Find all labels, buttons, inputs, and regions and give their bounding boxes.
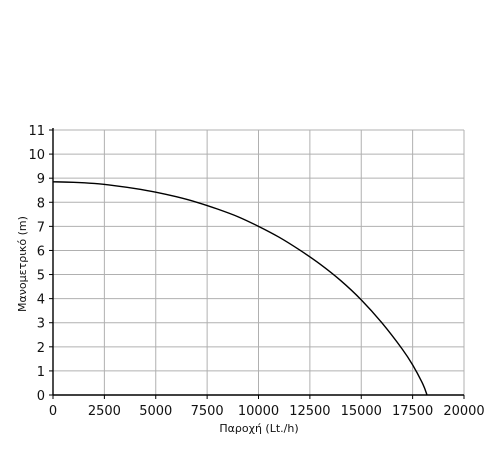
- y-tick-label: 7: [37, 220, 45, 235]
- y-tick-label: 6: [37, 244, 45, 259]
- series-group: [52, 181, 428, 396]
- series-line: [52, 181, 428, 396]
- x-tick-label: 0: [49, 404, 57, 419]
- x-tick-label: 20000: [443, 404, 484, 419]
- x-tick-label: 5000: [139, 404, 172, 419]
- y-tick-label: 11: [28, 124, 45, 139]
- y-tick-label: 0: [37, 389, 45, 404]
- x-tick-label: 17500: [392, 404, 433, 419]
- x-axis-ticks: 0 2500 5000 7500 10000 12500 15000 17500 20000: [49, 395, 485, 419]
- y-tick-label: 10: [28, 148, 45, 163]
- y-axis-ticks: 0 1 2 3 4 5 6 7 8 9 10 11: [28, 124, 53, 404]
- y-tick-label: 5: [37, 269, 45, 284]
- y-tick-label: 1: [37, 365, 45, 380]
- x-tick-label: 12500: [289, 404, 330, 419]
- x-tick-label: 2500: [88, 404, 121, 419]
- y-tick-label: 4: [37, 293, 45, 308]
- x-tick-label: 15000: [341, 404, 382, 419]
- y-axis-label: Μανομετρικό (m): [16, 216, 29, 312]
- y-tick-label: 9: [37, 172, 45, 187]
- x-tick-label: 7500: [191, 404, 224, 419]
- x-tick-label: 10000: [238, 404, 279, 419]
- x-axis-label: Παροχή (Lt./h): [219, 422, 298, 435]
- grid: [53, 129, 465, 395]
- y-tick-label: 2: [37, 341, 45, 356]
- y-tick-label: 8: [37, 196, 45, 211]
- y-tick-label: 3: [37, 317, 45, 332]
